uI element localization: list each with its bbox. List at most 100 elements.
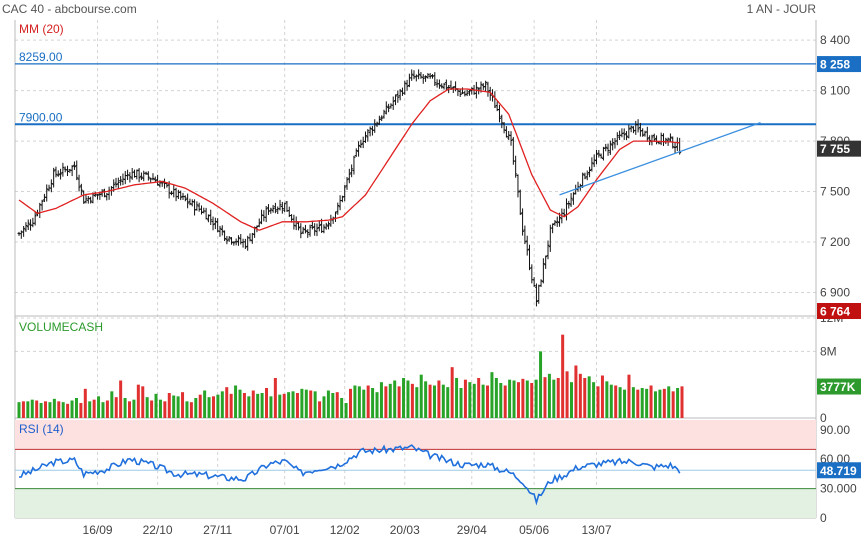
rsi-line [19,444,681,506]
volume-bar [291,391,295,418]
volume-bar [260,393,264,418]
volume-bar [172,395,176,418]
volume-bar [17,402,21,418]
volume-bar [57,401,61,418]
volume-bar [198,394,202,418]
volume-bar [375,392,379,418]
volume-bar [83,388,87,418]
x-tick-label: 16/09 [83,523,113,537]
volume-bar [48,402,52,418]
ma-20-line [18,88,680,231]
price-tick-label: 7 200 [820,235,850,249]
volume-bar [194,398,198,418]
volume-bar [614,385,618,418]
volume-bar [265,388,269,418]
volume-bar [101,402,105,418]
rsi-oversold-zone [15,488,816,518]
x-tick-label: 20/03 [390,523,420,537]
level-label-7900: 7900.00 [19,110,63,124]
volume-bar [393,380,397,418]
price-tick-label: 8 400 [820,33,850,47]
volume-bar [353,385,357,418]
volume-bar [521,378,525,418]
rsi-tick-label: 0 [820,511,827,525]
volume-bar [167,393,171,418]
rsi-badge: 48.719 [820,464,857,478]
volume-bar [300,388,304,418]
volume-bar [269,396,273,418]
volume-bar [282,393,286,418]
period-label: 1 AN - JOUR [747,2,817,16]
volume-bar [508,379,512,418]
volume-bar [349,388,352,418]
volume-bar [128,401,131,418]
volume-bar [653,391,657,418]
volume-bar [516,382,520,418]
volume-badge: 3777K [820,380,856,394]
volume-bar [242,393,246,418]
volume-bar [503,385,507,418]
volume-bar [379,382,383,418]
volume-bar [251,390,255,418]
volume-bar [181,392,185,418]
volume-bar [605,381,609,418]
volume-bar [552,379,556,418]
price-badge-red-bg [817,303,861,319]
panel-frames [15,20,816,518]
volume-bar [574,365,578,418]
rsi-badge-bg [817,462,861,479]
volume-bar [295,393,299,418]
volume-bar [21,401,25,418]
price-badge-red: 6 764 [820,305,850,319]
volume-bar [39,403,43,418]
volume-bar [388,383,392,418]
volume-bar [636,389,640,418]
volume-bar [105,400,109,418]
volume-bar [229,393,233,418]
volume-bar [52,398,56,418]
volume-bar [287,392,291,418]
volume-bar [680,386,684,418]
volume-bar [600,375,604,418]
volume-bar [207,397,211,418]
trend-line [559,121,761,196]
volume-bar [640,388,644,418]
volume-bar [463,379,467,418]
volume-bar [203,390,207,418]
volume-bar [468,382,472,418]
price-badge-blue-bg [817,56,861,73]
x-axis-ticks: 16/09 22/10 27/11 07/01 12/02 20/03 29/04 05/06… [83,523,612,537]
volume-bar [154,393,158,418]
volume-bar [592,382,596,418]
volume-bar [477,378,481,418]
volume-bar [97,396,101,418]
price-badge-dark: 7 755 [820,142,850,156]
volume-bar [667,386,671,418]
volume-bar [578,373,582,418]
volume-bar [176,396,180,418]
volume-bar [220,391,224,418]
volume-bar [331,393,335,418]
horizontal-levels [15,63,816,126]
volume-bar [273,378,277,418]
volume-bar [455,378,459,418]
rsi-overbought-zone [15,420,816,450]
volume-bar [318,401,322,418]
volume-bar [44,401,48,418]
volume-bar [225,387,229,418]
support-trend-line [559,121,761,196]
volume-bar [486,385,490,418]
price-tick-label: 7 500 [820,185,850,199]
volume-bar [428,384,432,418]
volume-bar [366,385,370,418]
volume-bar [278,394,282,418]
volume-bar [141,386,145,418]
volume-bar [631,387,635,418]
volume-bar [525,380,529,418]
x-tick-label: 29/04 [457,523,487,537]
volume-bar [494,378,498,418]
volume-bar [313,391,317,418]
rsi-tick-label: 90.00 [820,423,850,437]
value-badges: 8 258 7 755 6 764 3777K 48.719 [817,56,861,479]
